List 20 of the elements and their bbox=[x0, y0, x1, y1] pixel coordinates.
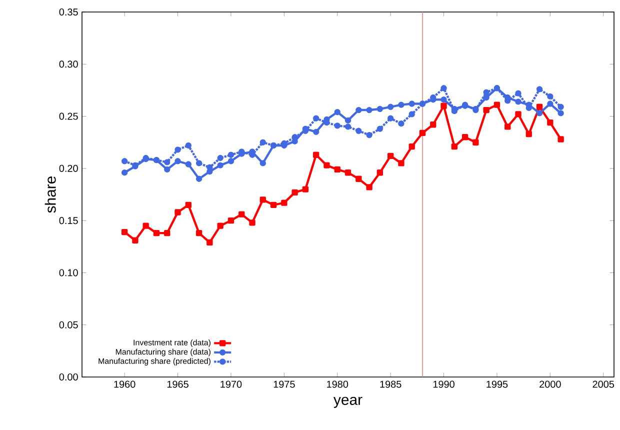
x-tick-label: 1960 bbox=[114, 380, 136, 388]
x-tick-label: 2005 bbox=[592, 380, 614, 388]
y-tick-label: 0.35 bbox=[59, 8, 78, 16]
x-tick-label: 2000 bbox=[540, 380, 561, 388]
x-tick-label: 1965 bbox=[167, 380, 188, 388]
x-tick-label: 1995 bbox=[486, 380, 508, 388]
y-axis-title: share bbox=[44, 176, 56, 213]
y-tick-label: 0.05 bbox=[59, 321, 78, 328]
y-tick-label: 0.20 bbox=[59, 164, 78, 172]
y-tick-label: 0.00 bbox=[59, 373, 78, 381]
x-tick-label: 1985 bbox=[380, 380, 402, 388]
y-tick-label: 0.15 bbox=[59, 217, 78, 224]
y-tick-label: 0.25 bbox=[59, 112, 78, 120]
x-tick-label: 1970 bbox=[220, 380, 242, 388]
x-tick-label: 1980 bbox=[327, 380, 348, 388]
x-tick-label: 1990 bbox=[433, 380, 454, 388]
y-tick-label: 0.30 bbox=[59, 60, 78, 68]
x-axis-title: year bbox=[334, 396, 362, 408]
y-tick-label: 0.10 bbox=[59, 269, 78, 276]
x-tick-label: 1975 bbox=[274, 380, 295, 388]
